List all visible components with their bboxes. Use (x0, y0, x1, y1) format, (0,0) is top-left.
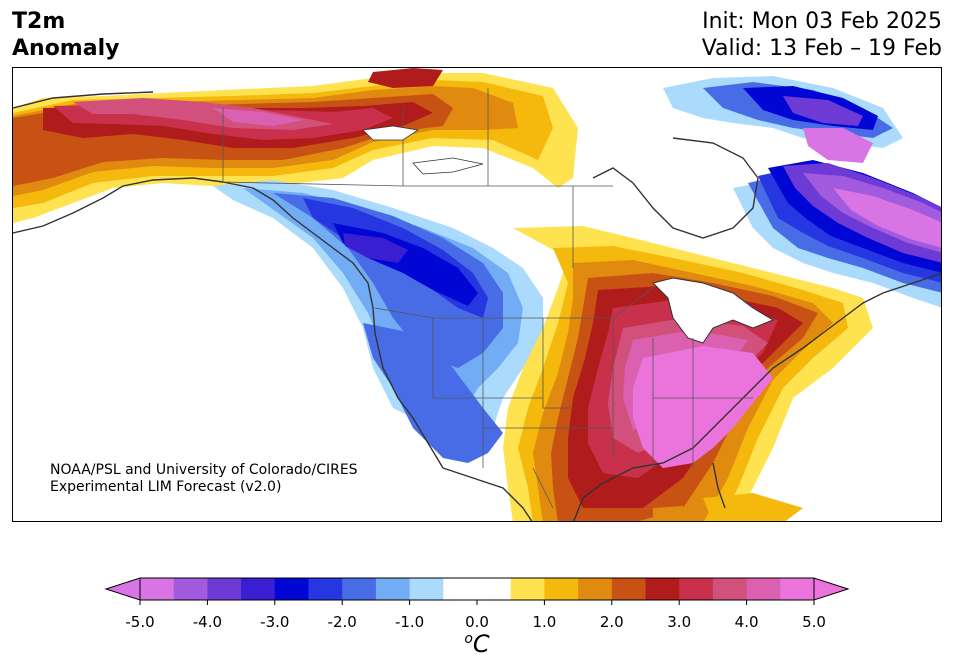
caribbean-warm (703, 493, 803, 521)
title-line2: Anomaly (12, 36, 120, 61)
colorbar (104, 577, 850, 605)
init-date: Init: Mon 03 Feb 2025 (702, 9, 942, 34)
colorbar-cell (409, 578, 444, 600)
colorbar-cell (207, 578, 242, 600)
colorbar-cell (780, 578, 815, 600)
colorbar-cell (241, 578, 276, 600)
colorbar-tick-label: 4.0 (734, 613, 759, 631)
alaska-warm-9 (368, 68, 443, 88)
colorbar-ticks (139, 600, 815, 605)
colorbar-unit: oC (464, 630, 489, 658)
caribbean-warm-2 (653, 506, 685, 521)
political-borders (222, 88, 753, 509)
credit-line1: NOAA/PSL and University of Colorado/CIRE… (50, 462, 358, 478)
unit-degree: o (464, 631, 473, 647)
west-cold-6 (343, 233, 408, 263)
colorbar-tick-label: -2.0 (327, 613, 357, 631)
colorbar-cells (140, 578, 815, 600)
arctic-white-patch (362, 125, 420, 141)
colorbar-cell (712, 578, 748, 600)
forecast-dates: Init: Mon 03 Feb 2025 Valid: 13 Feb – 19… (702, 8, 942, 62)
quebec-cold-core (833, 188, 941, 248)
colorbar-over-arrow (813, 577, 850, 601)
colorbar-tick-label: 1.0 (532, 613, 557, 631)
colorbar-cell (342, 578, 377, 600)
colorbar-tick-label: -4.0 (192, 613, 223, 631)
colorbar-tick-label: 0.0 (465, 613, 489, 631)
map-canvas (13, 68, 941, 521)
colorbar-tick-label: -3.0 (260, 613, 290, 631)
west-cold-3 (273, 193, 503, 368)
colorbar-tick-label: 2.0 (599, 613, 624, 631)
alaska-warm-8 (213, 108, 303, 126)
map-title: T2m Anomaly (12, 8, 119, 62)
colorbar-tick-label: -1.0 (394, 613, 425, 631)
colorbar-under-arrow (104, 577, 141, 601)
colorbar-cell (679, 578, 714, 600)
east-warm-core (633, 346, 773, 468)
colorbar-tick-label: -5.0 (125, 613, 155, 631)
colorbar-cell (375, 578, 411, 600)
coastlines (13, 91, 941, 521)
great-lakes (652, 277, 775, 344)
colorbar-cell (443, 578, 478, 600)
colorbar-cell (645, 578, 680, 600)
unit-celsius: C (472, 630, 490, 658)
colorbar-cell (140, 578, 175, 600)
colorbar-cell (578, 578, 613, 600)
hudson-white (613, 138, 753, 238)
colorbar-cell (477, 578, 512, 600)
credit-line2: Experimental LIM Forecast (v2.0) (50, 479, 282, 495)
arctic-white-patch-2 (412, 157, 484, 175)
colorbar-cell (308, 578, 343, 600)
credit-text: NOAA/PSL and University of Colorado/CIRE… (50, 462, 358, 496)
colorbar-cell (173, 578, 208, 600)
anomaly-map: NOAA/PSL and University of Colorado/CIRE… (12, 67, 942, 522)
colorbar-cell (746, 578, 781, 600)
colorbar-tick-label: 3.0 (667, 613, 692, 631)
baffin-cold-4 (783, 96, 863, 126)
colorbar-cell (611, 578, 646, 600)
colorbar-tick-label: 5.0 (802, 613, 826, 631)
colorbar-cell (510, 578, 545, 600)
colorbar-cell (274, 578, 309, 600)
baffin-cold-core (803, 128, 873, 163)
valid-range: Valid: 13 Feb – 19 Feb (701, 36, 942, 61)
colorbar-cell (544, 578, 579, 600)
title-line1: T2m (12, 9, 66, 34)
